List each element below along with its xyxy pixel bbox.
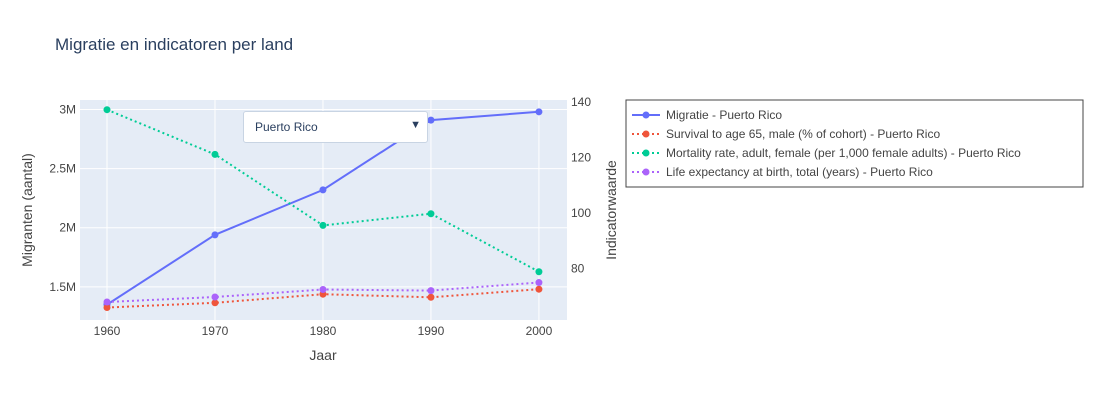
legend-swatch-marker [642, 111, 650, 119]
x-tick-label: 2000 [526, 324, 553, 338]
legend-label: Survival to age 65, male (% of cohort) -… [666, 127, 940, 141]
legend: Migratie - Puerto Rico Survival to age 65… [625, 99, 1084, 188]
country-dropdown[interactable]: Puerto Rico ▼ [243, 111, 428, 143]
data-point-2 [103, 106, 111, 114]
x-tick-label: 1980 [310, 324, 337, 338]
data-point-3 [319, 285, 327, 293]
y-right-tick-label: 100 [571, 206, 591, 220]
data-point-1 [103, 304, 111, 312]
data-point-0 [211, 231, 219, 239]
y-left-tick-label: 2M [59, 221, 76, 235]
data-point-0 [319, 186, 327, 194]
data-point-2 [535, 268, 543, 276]
data-point-2 [211, 150, 219, 158]
legend-label: Life expectancy at birth, total (years) … [666, 165, 933, 179]
y-right-tick-label: 120 [571, 151, 591, 165]
data-point-3 [535, 279, 543, 287]
y-left-tick-label: 2.5M [49, 162, 76, 176]
legend-label: Mortality rate, adult, female (per 1,000… [666, 146, 1021, 160]
legend-swatch-marker [642, 149, 650, 157]
data-point-2 [427, 210, 435, 218]
legend-swatch-marker [642, 168, 650, 176]
series-layer [103, 106, 543, 312]
legend-box [625, 99, 1084, 188]
x-axis-label: Jaar [309, 347, 337, 363]
x-tick-label: 1960 [94, 324, 121, 338]
y-axis-left-label: Migranten (aantal) [19, 153, 35, 267]
data-point-0 [427, 116, 435, 124]
data-point-1 [427, 293, 435, 301]
x-tick-label: 1970 [202, 324, 229, 338]
y-left-tick-label: 3M [59, 102, 76, 116]
data-point-2 [319, 221, 327, 229]
data-point-1 [535, 285, 543, 293]
legend-label: Migratie - Puerto Rico [666, 108, 782, 122]
y-right-tick-label: 80 [571, 262, 585, 276]
y-right-tick-label: 140 [571, 95, 591, 109]
y-axis-right-label: Indicatorwaarde [603, 160, 619, 260]
data-point-1 [211, 299, 219, 307]
dropdown-selected-label: Puerto Rico [255, 120, 318, 134]
chart-title: Migratie en indicatoren per land [55, 35, 293, 54]
y-left-tick-label: 1.5M [49, 280, 76, 294]
data-point-0 [535, 108, 543, 116]
x-tick-label: 1990 [418, 324, 445, 338]
data-point-3 [427, 287, 435, 295]
chevron-down-icon: ▼ [410, 119, 421, 131]
legend-swatch-marker [642, 130, 650, 138]
data-point-3 [103, 298, 111, 306]
axis-layer: 1960 1970 1980 1990 2000 1.5M 2M 2.5M 3M 80 100 120… [49, 95, 591, 338]
data-point-3 [211, 293, 219, 301]
